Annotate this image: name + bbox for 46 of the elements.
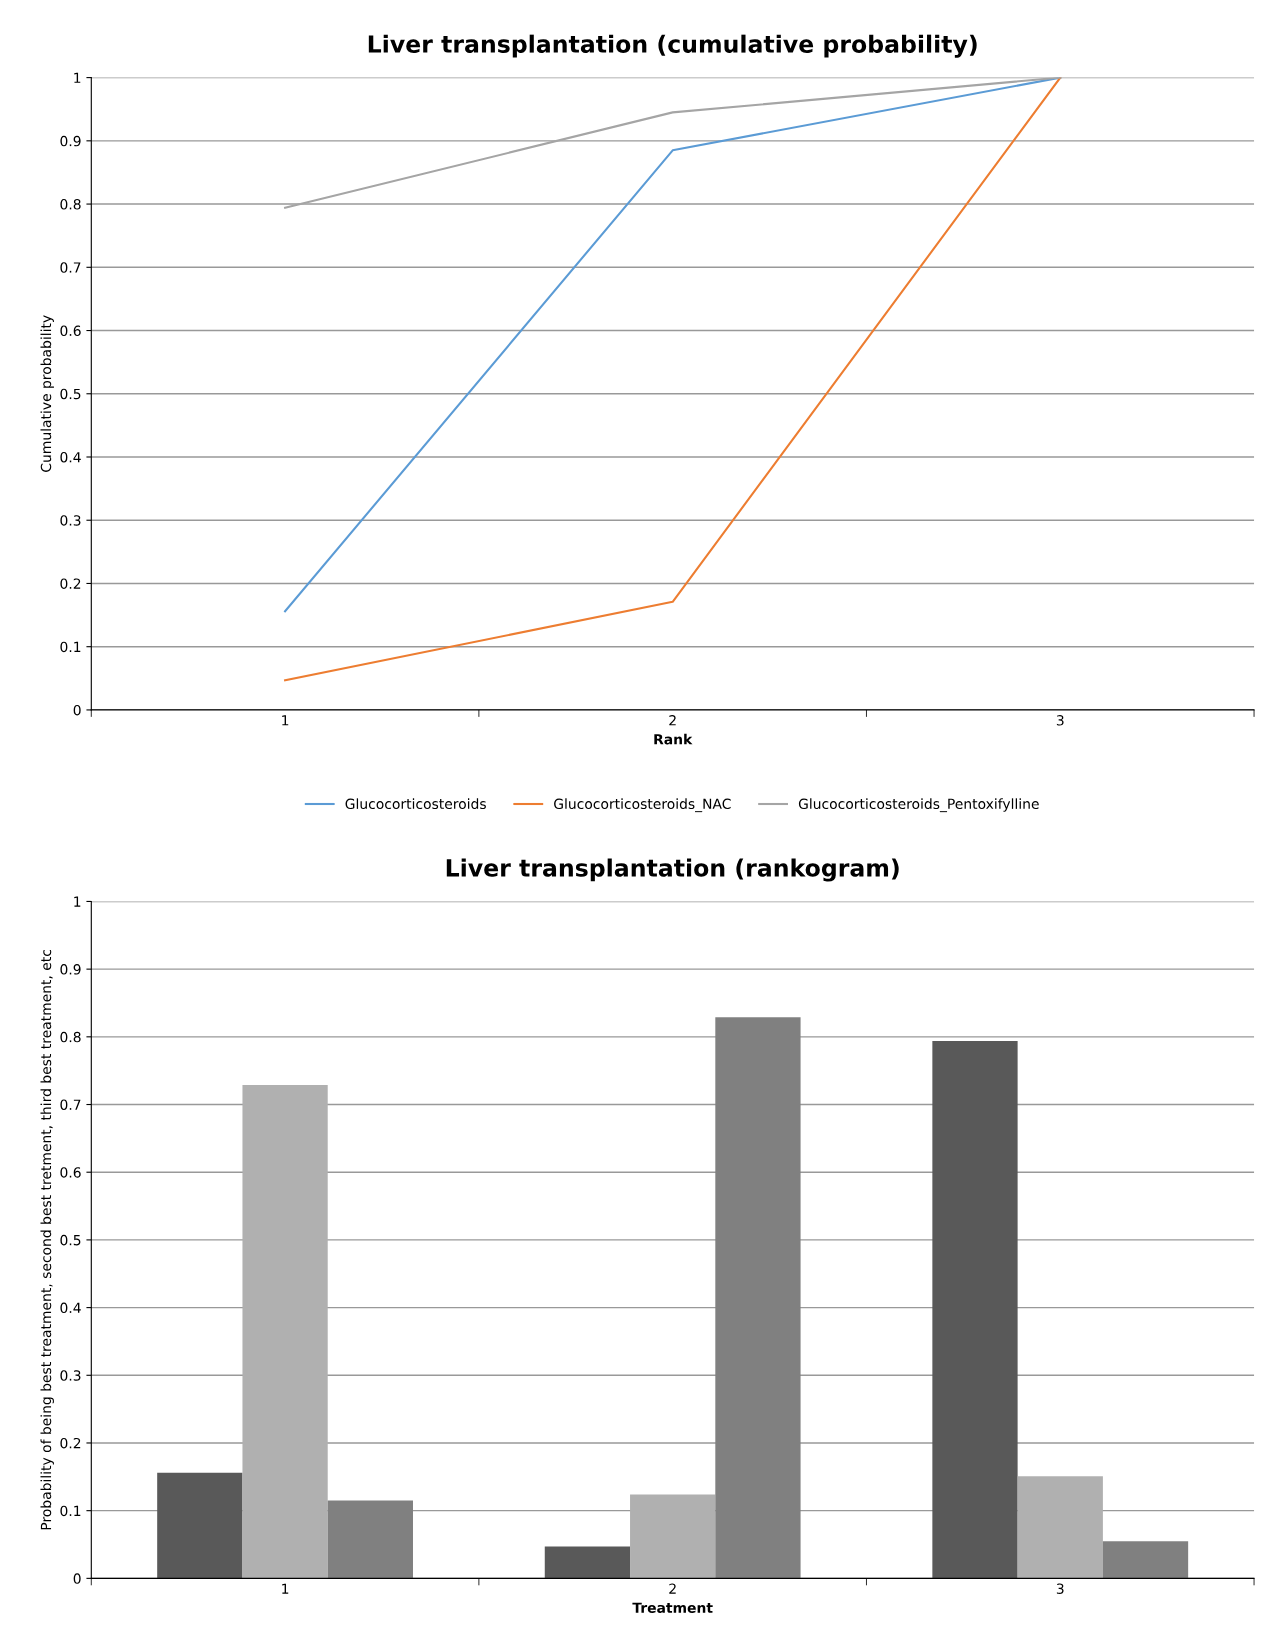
y-tick-label: 0.1 xyxy=(60,641,81,653)
bar xyxy=(327,1500,413,1579)
y-tick-label: 0.1 xyxy=(60,1505,81,1517)
y-tick-label: 0.3 xyxy=(60,515,81,526)
x-tick-label: 1 xyxy=(282,715,289,726)
y-tick-label: 0.6 xyxy=(60,325,81,336)
x-tick-label: 2 xyxy=(669,715,676,726)
y-tick-label: 0.4 xyxy=(60,1302,81,1314)
y-tick-label: 0.9 xyxy=(60,135,81,147)
x-tick-label: 1 xyxy=(282,1583,289,1594)
bar xyxy=(544,1546,631,1579)
bar xyxy=(242,1084,328,1579)
y-tick-label: 0 xyxy=(73,1573,81,1584)
y-tick-label: 1 xyxy=(74,896,81,907)
bar xyxy=(630,1494,716,1579)
bar xyxy=(157,1472,243,1579)
y-tick-label: 0.2 xyxy=(60,1437,81,1449)
bar xyxy=(1017,1476,1103,1579)
bar xyxy=(932,1040,1018,1579)
y-tick-label: 1 xyxy=(74,72,81,83)
y-tick-label: 0.8 xyxy=(60,199,81,210)
y-tick-label: 0.6 xyxy=(60,1167,81,1178)
y-tick-label: 0.5 xyxy=(60,1234,81,1246)
y-tick-label: 0.2 xyxy=(60,578,81,589)
x-tick-label: 2 xyxy=(669,1583,676,1594)
y-tick-label: 0.8 xyxy=(60,1031,81,1043)
bar xyxy=(715,1017,801,1579)
legend-label: Glucocorticosteroids xyxy=(345,798,486,810)
legend-label: Glucocorticosteroids_NAC xyxy=(554,798,731,813)
y-tick-label: 0.7 xyxy=(60,1099,81,1110)
y-tick-label: 0.7 xyxy=(60,262,81,273)
y-tick-label: 0.9 xyxy=(60,964,81,975)
y-tick-label: 0.4 xyxy=(60,451,81,463)
x-tick-label: 3 xyxy=(1056,1583,1064,1594)
chart-title: Liver transplantation (rankogram) xyxy=(446,858,899,882)
y-tick-label: 0.5 xyxy=(60,388,81,400)
chart-title: Liver transplantation (cumulative probability) xyxy=(368,34,977,58)
x-tick-label: 3 xyxy=(1056,715,1064,726)
y-tick-label: 0 xyxy=(73,704,81,716)
y-axis-title: Probability of being best treatment, second best tretment, third best treatment, etc xyxy=(40,949,54,1530)
bar xyxy=(1102,1541,1189,1579)
y-tick-label: 0.3 xyxy=(60,1370,81,1381)
legend-label: Glucocorticosteroids_Pentoxifylline xyxy=(798,798,1039,813)
x-axis-title: Rank xyxy=(654,733,693,745)
x-axis-title: Treatment xyxy=(632,1602,713,1613)
y-axis-title: Cumulative probability xyxy=(40,315,54,472)
